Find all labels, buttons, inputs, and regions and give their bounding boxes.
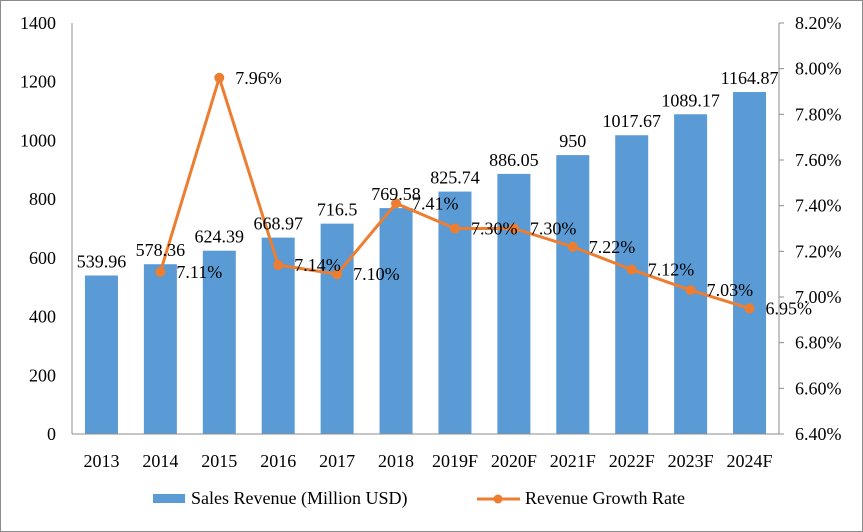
right-axis-tick-label: 6.80% — [795, 333, 842, 353]
right-axis-tick-label: 7.20% — [795, 241, 842, 261]
line-value-label: 7.22% — [589, 237, 636, 257]
legend-swatch-sales-revenue — [153, 494, 185, 503]
bar — [261, 237, 295, 434]
line-point — [744, 303, 755, 314]
left-axis-tick-label: 800 — [29, 189, 56, 209]
x-axis-tick-label: 2023F — [668, 451, 714, 471]
bar-value-label: 769.58 — [371, 184, 421, 204]
right-axis-tick-label: 7.80% — [795, 104, 842, 124]
line-value-label: 7.11% — [176, 262, 222, 282]
x-axis-tick-label: 2014 — [142, 451, 178, 471]
right-axis: 6.40% 6.60% 6.80% 7.00% 7.20% 7.40% 7.60% 7.80%… — [778, 13, 842, 444]
line-point — [685, 285, 696, 296]
data-labels: 539.96 578.36 624.39 668.97 716.5 769.58 825.7… — [77, 68, 812, 319]
line-value-label: 6.95% — [766, 298, 813, 318]
x-axis-tick-label: 2018 — [378, 451, 414, 471]
line-point — [214, 72, 225, 83]
line-value-label: 7.10% — [353, 264, 400, 284]
legend-label-growth-rate: Revenue Growth Rate — [525, 488, 685, 508]
legend-marker-growth-rate — [493, 494, 503, 504]
line-point — [508, 223, 519, 234]
line-value-label: 7.14% — [294, 255, 341, 275]
bar-value-label: 1017.67 — [602, 111, 661, 131]
left-axis-tick-label: 1000 — [20, 130, 56, 150]
left-axis-tick-label: 600 — [29, 248, 56, 268]
bar-value-label: 1089.17 — [661, 90, 720, 110]
x-axis-tick-label: 2017 — [319, 451, 355, 471]
bar — [674, 114, 708, 435]
bar-value-label: 539.96 — [77, 251, 127, 271]
x-axis-tick-label: 2024F — [727, 451, 773, 471]
line-value-label: 7.41% — [412, 193, 459, 213]
left-axis-tick-label: 200 — [29, 365, 56, 385]
line-value-label: 7.30% — [530, 219, 577, 239]
line-value-label: 7.03% — [707, 280, 754, 300]
x-axis-tick-label: 2022F — [609, 451, 655, 471]
bar — [497, 173, 531, 434]
left-axis-tick-label: 0 — [47, 424, 56, 444]
bar-value-label: 624.39 — [195, 227, 245, 247]
x-axis-tick-label: 2019F — [432, 451, 478, 471]
line-series — [155, 72, 755, 314]
bar — [84, 275, 118, 434]
line-point — [567, 241, 578, 252]
left-axis-tick-label: 400 — [29, 307, 56, 327]
bar-value-label: 825.74 — [430, 168, 480, 188]
bar — [202, 250, 236, 434]
line-value-label: 7.96% — [235, 68, 282, 88]
line-point — [332, 269, 343, 280]
x-axis-tick-label: 2013 — [83, 451, 119, 471]
line-point — [449, 223, 460, 234]
right-axis-tick-label: 6.60% — [795, 378, 842, 398]
x-axis-tick-label: 2015 — [201, 451, 237, 471]
right-axis-tick-label: 7.40% — [795, 196, 842, 216]
x-axis-tick-label: 2020F — [491, 451, 537, 471]
line-point — [155, 266, 166, 277]
legend-label-sales-revenue: Sales Revenue (Million USD) — [191, 488, 407, 509]
right-axis-tick-label: 7.60% — [795, 150, 842, 170]
line-point — [273, 260, 284, 271]
bar-series — [84, 92, 767, 435]
bar-value-label: 668.97 — [253, 214, 303, 234]
legend: Sales Revenue (Million USD) Revenue Grow… — [153, 488, 685, 509]
line-value-label: 7.12% — [648, 260, 695, 280]
line-point — [626, 264, 637, 275]
left-axis-tick-label: 1400 — [20, 13, 56, 33]
right-axis-tick-label: 8.20% — [795, 13, 842, 33]
left-axis: 0 200 400 600 800 1000 1200 1400 — [20, 13, 73, 444]
left-axis-tick-label: 1200 — [20, 72, 56, 92]
x-axis-tick-label: 2016 — [260, 451, 296, 471]
right-axis-tick-label: 8.00% — [795, 59, 842, 79]
bar-value-label: 716.5 — [317, 200, 358, 220]
bar — [379, 208, 413, 434]
line-point — [391, 198, 402, 209]
bar — [143, 264, 177, 434]
x-axis: 2013 2014 2015 2016 2017 2018 2019F 2020F 2021F 2… — [72, 433, 779, 471]
x-axis-tick-label: 2021F — [550, 451, 596, 471]
line-value-label: 7.30% — [471, 219, 518, 239]
bar — [615, 135, 649, 435]
bar-value-label: 1164.87 — [721, 68, 779, 88]
bar — [556, 155, 590, 434]
bar-value-label: 578.36 — [136, 240, 186, 260]
bar-value-label: 950 — [559, 131, 586, 151]
bar — [733, 92, 767, 434]
bar-value-label: 886.05 — [489, 150, 539, 170]
right-axis-tick-label: 7.00% — [795, 287, 842, 307]
right-axis-tick-label: 6.40% — [795, 424, 842, 444]
